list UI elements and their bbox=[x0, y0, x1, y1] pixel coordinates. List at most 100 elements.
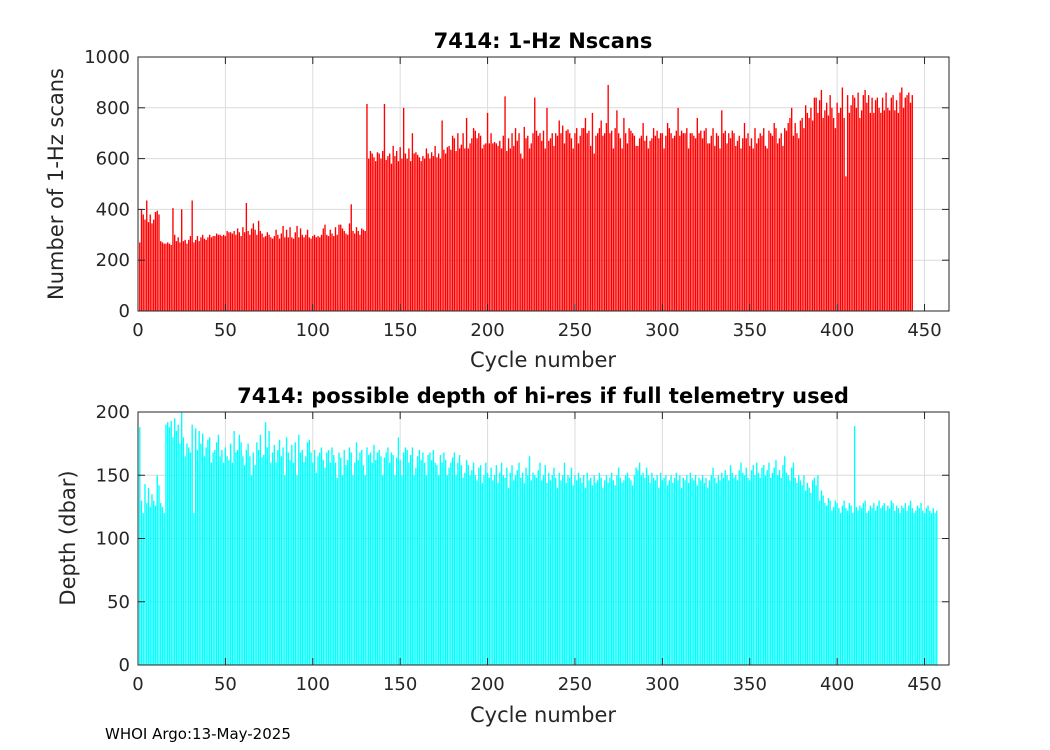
bar bbox=[411, 447, 414, 665]
bar bbox=[444, 153, 447, 311]
bar bbox=[380, 456, 382, 665]
bar bbox=[324, 224, 326, 311]
bar bbox=[280, 233, 282, 311]
bar bbox=[362, 465, 365, 665]
bar bbox=[801, 485, 803, 665]
bar bbox=[871, 508, 873, 665]
bar bbox=[140, 500, 143, 665]
bar bbox=[289, 460, 291, 665]
bar bbox=[726, 475, 728, 665]
bar bbox=[645, 467, 648, 665]
bar bbox=[443, 452, 445, 665]
bar bbox=[785, 472, 788, 665]
bar bbox=[845, 508, 847, 665]
bar bbox=[179, 443, 181, 666]
bar bbox=[212, 236, 214, 311]
bar bbox=[306, 229, 309, 311]
bar bbox=[486, 112, 489, 311]
bar bbox=[345, 465, 347, 665]
bar bbox=[839, 107, 842, 311]
bar bbox=[684, 480, 686, 665]
bar bbox=[217, 434, 220, 665]
bar bbox=[387, 447, 389, 665]
bar bbox=[236, 449, 239, 665]
bar bbox=[231, 233, 234, 311]
bar bbox=[285, 229, 288, 311]
bar bbox=[450, 149, 452, 311]
bar bbox=[313, 449, 316, 665]
bar bbox=[376, 452, 379, 665]
bar bbox=[361, 228, 363, 311]
bar bbox=[315, 237, 317, 311]
bar bbox=[635, 145, 637, 311]
bar bbox=[542, 475, 545, 665]
bar bbox=[294, 232, 296, 311]
bar bbox=[602, 487, 604, 665]
bar bbox=[612, 480, 615, 665]
bar bbox=[408, 462, 410, 665]
bar bbox=[229, 232, 232, 311]
bar bbox=[448, 145, 450, 311]
bar bbox=[513, 145, 515, 311]
bar bbox=[873, 503, 875, 665]
bar bbox=[803, 128, 805, 311]
bar bbox=[652, 477, 655, 665]
bar bbox=[815, 97, 817, 311]
bar bbox=[504, 477, 506, 665]
bar bbox=[764, 145, 767, 311]
bar bbox=[191, 424, 193, 665]
bar bbox=[722, 477, 725, 665]
bar bbox=[425, 148, 428, 311]
bar bbox=[432, 449, 435, 665]
bar bbox=[640, 475, 643, 665]
bar bbox=[822, 495, 824, 665]
bar bbox=[721, 110, 723, 311]
bar bbox=[532, 133, 534, 311]
bar bbox=[658, 487, 660, 665]
bar bbox=[240, 442, 242, 665]
bar bbox=[436, 157, 438, 311]
x-axis-label-depth: Cycle number bbox=[470, 703, 616, 727]
bar bbox=[869, 112, 872, 311]
bar bbox=[315, 472, 317, 665]
bar bbox=[602, 135, 604, 311]
bar bbox=[638, 138, 641, 311]
bar bbox=[867, 510, 870, 665]
bar bbox=[888, 110, 891, 311]
bar bbox=[581, 482, 583, 665]
bar bbox=[198, 241, 200, 311]
bar bbox=[168, 243, 171, 311]
bar bbox=[160, 241, 162, 311]
bar bbox=[364, 230, 366, 311]
bar bbox=[263, 237, 265, 311]
bar bbox=[619, 138, 622, 311]
bar bbox=[322, 228, 324, 311]
bar bbox=[471, 138, 473, 311]
bar bbox=[500, 148, 503, 311]
bar bbox=[207, 237, 209, 311]
bar bbox=[429, 158, 431, 311]
bar bbox=[181, 209, 183, 311]
bar bbox=[350, 204, 352, 311]
bar bbox=[485, 462, 487, 665]
bar bbox=[663, 148, 665, 311]
bar bbox=[597, 133, 599, 311]
bar bbox=[853, 425, 856, 665]
bar bbox=[764, 475, 767, 665]
bar bbox=[245, 449, 248, 665]
bar bbox=[361, 449, 363, 665]
bar bbox=[818, 100, 821, 312]
bar bbox=[217, 234, 220, 311]
bar bbox=[375, 161, 377, 311]
bar bbox=[890, 97, 892, 311]
bar bbox=[904, 97, 906, 311]
bar bbox=[832, 506, 835, 666]
bar bbox=[266, 232, 269, 311]
bar bbox=[679, 135, 681, 311]
bar bbox=[476, 138, 478, 311]
bar bbox=[228, 460, 230, 665]
chart-title-depth: 7414: possible depth of hi-res if full t… bbox=[237, 384, 849, 408]
bar bbox=[196, 236, 199, 311]
bar bbox=[158, 485, 160, 665]
bar bbox=[451, 457, 454, 665]
